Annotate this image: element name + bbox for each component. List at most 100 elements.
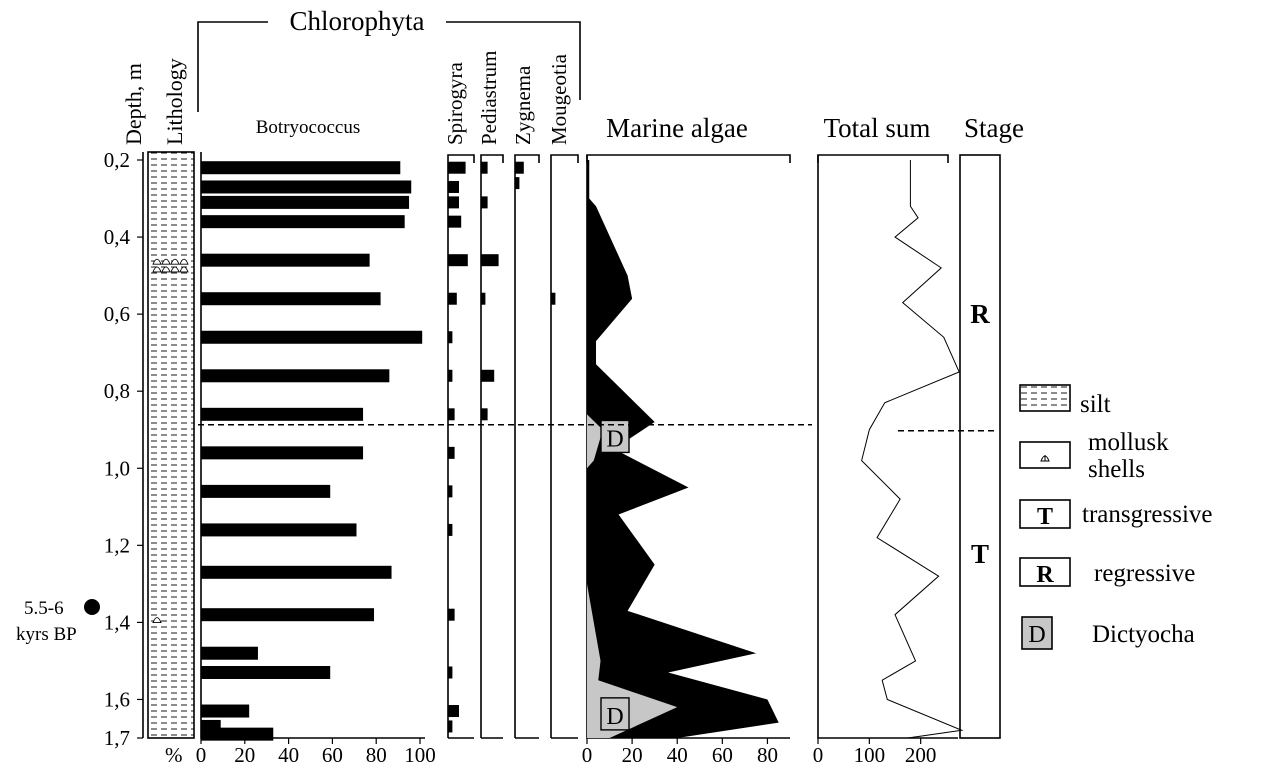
stage-boundary [198,423,998,432]
botryococcus-x-tick-label: 0 [196,743,207,767]
total-sum-x-tick-label: 200 [905,743,937,767]
minor-taxon-bar [448,408,455,421]
minor-taxon-bar [448,331,453,344]
botryococcus-x-tick-label: 60 [322,743,343,767]
shell-mark [170,258,180,265]
shell-mark [179,266,189,273]
depth-tick-label: 0,8 [104,379,130,403]
stage-column [959,154,1001,739]
date-marker [84,599,100,615]
dictyocha-area [587,160,678,738]
chlorophyta-label: Chlorophyta [290,6,425,36]
depth-tick-label: 1,4 [104,610,131,634]
minor-taxon-bar [481,161,488,174]
shell-mark [161,266,171,273]
minor-taxon-axis [447,154,475,738]
marine-algae-x-tick-label: 20 [622,743,643,767]
marine-algae-top-bracket [586,154,791,163]
total-sum-bracket [817,154,949,163]
lithology-column [147,151,195,739]
dictyocha-marker-label: D [606,426,623,452]
chlorophyta-bracket [197,21,581,112]
marine-algae-x-tick-label: 0 [582,743,593,767]
botryococcus-x-axis: 0 20 40 60 80 100 [196,738,436,767]
depth-tick-label: 0,2 [104,148,130,172]
shell-mark [179,258,189,265]
minor-taxon-label: Pediastrum [477,51,501,146]
lithology-unit-label: % [165,743,183,767]
shell-mark [152,266,162,273]
minor-taxon-bar [448,608,455,621]
legend-dictyocha-symbol: D [1028,622,1045,648]
legend: silt mollusk shells T transgressive R re… [1019,384,1213,650]
botryococcus-label: Botryococcus [256,117,360,138]
botryococcus-bar [201,523,357,537]
minor-taxon-bar [551,292,556,305]
botryococcus-bar [201,565,392,579]
legend-regressive-symbol: R [1036,562,1054,588]
shell-mark [152,258,162,265]
legend-silt-label: silt [1080,391,1111,418]
marine-algae-x-tick-label: 40 [667,743,688,767]
total-sum-x-tick-label: 0 [813,743,824,767]
minor-taxon-bar [448,161,466,174]
legend-regressive-label: regressive [1094,560,1195,587]
minor-taxon-bar [515,177,520,190]
botryococcus-bar [201,665,331,679]
botryococcus-bar [201,180,412,194]
date-annotation-line2: kyrs BP [16,624,77,645]
legend-silt-swatch [1019,384,1071,412]
stage-label-regressive: R [970,299,990,329]
depth-axis: 0,2 0,4 0,6 0,8 1,0 1,2 1,4 1,6 1,7 [104,148,144,750]
shell-mark [161,258,171,265]
dictyocha-marker-box [600,419,630,454]
depth-axis-label: Depth, m [121,63,146,145]
botryococcus-x-tick-label: 100 [404,743,436,767]
depth-tick-label: 1,0 [104,456,130,480]
botryococcus-x-tick-label: 20 [234,743,255,767]
legend-shells-label-1: mollusk [1088,429,1169,456]
minor-taxon-bar [448,180,459,193]
depth-tick-label: 1,6 [104,687,130,711]
minor-taxon-bar [448,720,453,733]
total-sum-line [861,160,964,739]
stage-title: Stage [964,113,1024,143]
legend-dictyocha-swatch [1021,616,1053,650]
total-sum-axis [817,155,958,739]
shell-icon [1040,455,1050,462]
minor-taxon-bar [448,196,459,209]
stage-label-transgressive: T [971,539,989,569]
botryococcus-bar [201,727,274,741]
minor-taxon-bar [481,369,495,382]
botryococcus-bars [201,161,423,741]
minor-taxon-label: Mougeotia [547,53,571,145]
total-sum-x-tick-label: 100 [854,743,886,767]
botryococcus-bar [201,253,370,267]
minor-taxon-axis [514,154,540,738]
dictyocha-markers: DD [600,419,630,731]
total-sum-x-axis: 0 100 200 [813,738,937,767]
botryococcus-x-tick-label: 40 [278,743,299,767]
botryococcus-bar [201,330,423,344]
botryococcus-bar [201,646,258,660]
minor-taxon-bar [448,705,459,718]
botryococcus-bar [201,484,331,498]
minor-taxon-bar [448,446,455,459]
legend-transgressive-swatch [1019,499,1071,529]
botryococcus-bar [201,195,410,209]
depth-tick-label: 0,4 [104,225,131,249]
minor-taxon-label: Spirogyra [443,62,467,146]
botryococcus-bar [201,407,364,421]
lithology-shells [152,258,189,623]
dictyocha-marker-label: D [606,704,623,730]
minor-taxon-bar [448,215,462,228]
marine-algae-x-axis: 0 20 40 60 80 [582,738,778,767]
minor-taxon-bar [448,485,453,498]
botryococcus-bar [201,369,390,383]
botryococcus-bar [201,704,250,718]
depth-tick-label: 1,2 [104,533,130,557]
dictyocha-marker-box [600,697,630,731]
legend-shells-label-2: shells [1088,456,1145,483]
minor-taxon-bar [515,161,524,174]
